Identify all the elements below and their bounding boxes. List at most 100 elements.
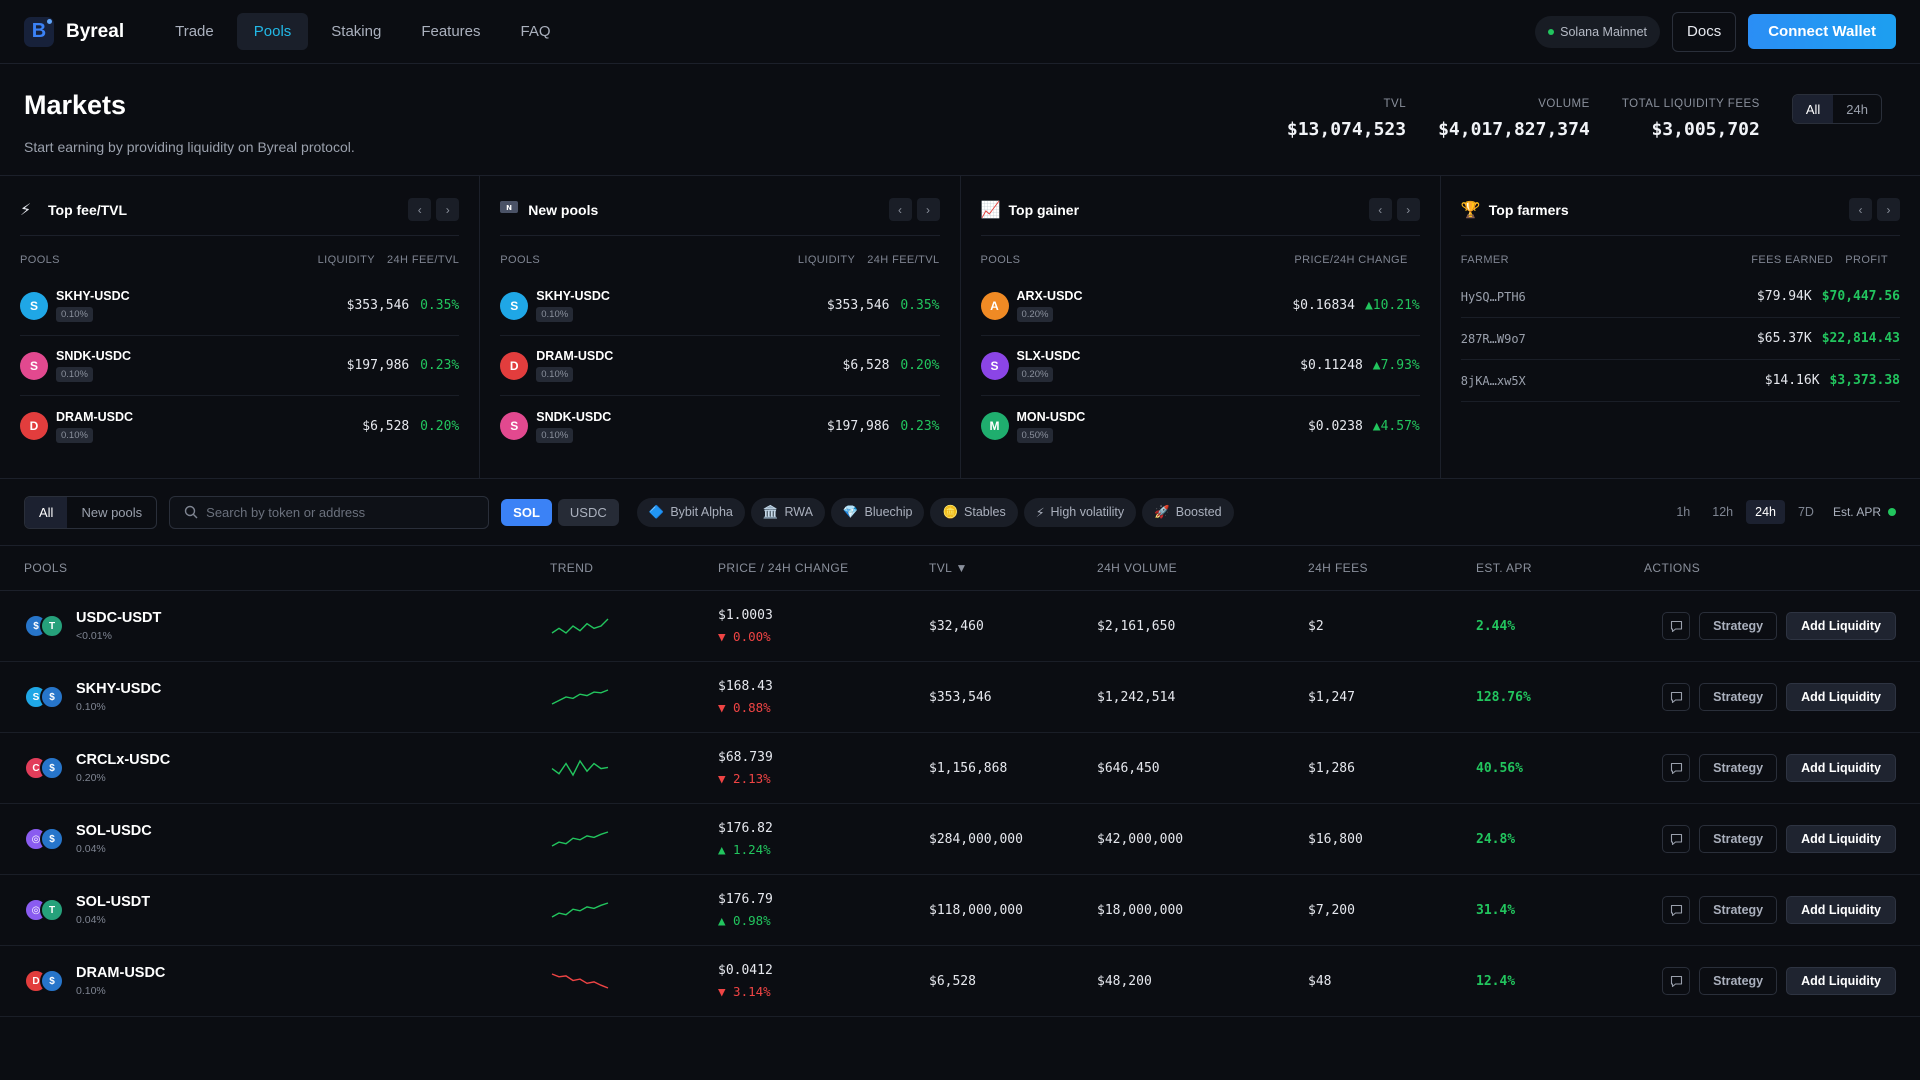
- network-selector[interactable]: Solana Mainnet: [1535, 15, 1661, 48]
- token-icon: S: [20, 291, 48, 320]
- comment-icon[interactable]: [1662, 754, 1691, 782]
- farmer-row[interactable]: HySQ…PTH6 $79.94K $70,447.56: [1460, 276, 1900, 318]
- timeframe-24h[interactable]: 24h: [1746, 500, 1785, 524]
- range-24h[interactable]: 24h: [1846, 101, 1868, 117]
- pool-name: SLX-USDC: [1016, 349, 1081, 363]
- connect-wallet-button[interactable]: Connect Wallet: [1748, 14, 1896, 49]
- strategy-button[interactable]: Strategy: [1699, 896, 1778, 924]
- chevron-right-icon[interactable]: ›: [436, 198, 460, 221]
- pool-name-block: SKHY-USDC 0.10%: [76, 681, 161, 713]
- add-liquidity-button[interactable]: Add Liquidity: [1786, 754, 1896, 782]
- table-row[interactable]: $ T USDC-USDT <0.01% $1.0003 ▼ 0.00% $32,460 $2…: [0, 591, 1920, 662]
- trend-cell: [550, 968, 718, 995]
- list-item[interactable]: A ARX-USDC 0.20% $0.16834 ▲10.21%: [980, 276, 1420, 336]
- category-filter-bluechip[interactable]: 💎 Bluechip: [830, 497, 925, 527]
- strategy-button[interactable]: Strategy: [1699, 754, 1778, 782]
- pool-name[interactable]: SKHY-USDC: [76, 681, 162, 697]
- volume-cell: $18,000,000: [1097, 902, 1184, 918]
- comment-icon[interactable]: [1662, 825, 1691, 853]
- list-item[interactable]: S SKHY-USDC 0.10% $353,546 0.35%: [500, 276, 940, 336]
- pool-name[interactable]: USDC-USDT: [76, 610, 162, 626]
- table-row[interactable]: D $ DRAM-USDC 0.10% $0.0412 ▼ 3.14% $6,528 $48,…: [0, 946, 1920, 1017]
- comment-icon[interactable]: [1662, 896, 1691, 924]
- trend-cell: [550, 613, 718, 640]
- docs-button[interactable]: Docs: [1672, 11, 1737, 52]
- nav-staking[interactable]: Staking: [331, 23, 382, 40]
- strategy-button[interactable]: Strategy: [1699, 612, 1778, 640]
- farmer-row[interactable]: 287R…W9o7 $65.37K $22,814.43: [1460, 318, 1900, 360]
- chevron-left-icon[interactable]: ‹: [1368, 198, 1392, 221]
- table-row[interactable]: C $ CRCLx-USDC 0.20% $68.739 ▼ 2.13% $1,156,86…: [0, 733, 1920, 804]
- category-filter-rwa[interactable]: 🏛️ RWA: [750, 497, 825, 527]
- tvl-cell: $1,156,868: [929, 760, 1008, 776]
- range-all[interactable]: All: [1792, 95, 1834, 123]
- timeframe-12h[interactable]: 12h: [1712, 505, 1734, 519]
- list-item[interactable]: D DRAM-USDC 0.10% $6,528 0.20%: [20, 396, 459, 456]
- category-filter-bybit-alpha[interactable]: 🔷 Bybit Alpha: [636, 497, 745, 527]
- comment-icon[interactable]: [1662, 612, 1691, 640]
- price-change: ▲ 1.24%: [718, 842, 771, 857]
- pool-name: SKHY-USDC: [56, 289, 130, 303]
- col-header-tvl[interactable]: TVL ▼: [929, 561, 968, 575]
- token-filter-sol[interactable]: SOL: [501, 498, 552, 526]
- timeframe-7d[interactable]: 7D: [1797, 505, 1814, 519]
- logo[interactable]: B Byreal: [24, 16, 124, 47]
- category-filter-boosted[interactable]: 🚀 Boosted: [1142, 497, 1234, 527]
- token-filter-usdc[interactable]: USDC: [557, 498, 619, 526]
- pool-name[interactable]: SOL-USDC: [76, 823, 152, 839]
- add-liquidity-button[interactable]: Add Liquidity: [1786, 825, 1896, 853]
- tab-all[interactable]: All: [25, 496, 68, 528]
- strategy-button[interactable]: Strategy: [1699, 683, 1778, 711]
- nav-trade[interactable]: Trade: [175, 23, 214, 40]
- add-liquidity-button[interactable]: Add Liquidity: [1786, 683, 1896, 711]
- comment-icon[interactable]: [1662, 683, 1691, 711]
- row-change: 0.20%: [900, 358, 940, 373]
- list-item[interactable]: S SNDK-USDC 0.10% $197,986 0.23%: [500, 396, 940, 456]
- trend-line: [551, 972, 609, 989]
- tab-new-pools[interactable]: New pools: [81, 504, 143, 520]
- pool-cell: ◎ $ SOL-USDC 0.04%: [24, 823, 550, 855]
- nav-features[interactable]: Features: [421, 23, 481, 40]
- search-input[interactable]: [206, 504, 467, 520]
- list-item[interactable]: S SKHY-USDC 0.10% $353,546 0.35%: [20, 276, 460, 336]
- chevron-left-icon[interactable]: ‹: [408, 198, 432, 221]
- strategy-button[interactable]: Strategy: [1699, 825, 1778, 853]
- list-item[interactable]: S SNDK-USDC 0.10% $197,986 0.23%: [20, 336, 460, 396]
- price-cell: $168.43 ▼ 0.88%: [718, 679, 929, 715]
- add-liquidity-button[interactable]: Add Liquidity: [1786, 612, 1896, 640]
- nav-pools[interactable]: Pools: [236, 13, 309, 50]
- actions-cell: Strategy Add Liquidity: [1644, 896, 1920, 924]
- tvl-cell: $118,000,000: [929, 902, 1023, 918]
- search-box: [169, 495, 490, 529]
- chevron-left-icon[interactable]: ‹: [888, 198, 912, 221]
- stat-tvl: TVL $13,074,523: [1286, 98, 1407, 140]
- trend-sparkline: [551, 972, 609, 989]
- chevron-left-icon[interactable]: ‹: [1849, 198, 1872, 221]
- strategy-button[interactable]: Strategy: [1699, 967, 1778, 995]
- farmer-row[interactable]: 8jKA…xw5X $14.16K $3,373.38: [1460, 360, 1900, 402]
- chevron-right-icon[interactable]: ›: [1396, 198, 1420, 221]
- actions-cell: Strategy Add Liquidity: [1644, 612, 1920, 640]
- est-apr-toggle[interactable]: Est. APR: [1833, 505, 1896, 519]
- nav-faq[interactable]: FAQ: [520, 23, 551, 40]
- table-row[interactable]: ◎ $ SOL-USDC 0.04% $176.82 ▲ 1.24% $284,000,00…: [0, 804, 1920, 875]
- pool-name[interactable]: SOL-USDT: [76, 894, 151, 910]
- add-liquidity-button[interactable]: Add Liquidity: [1786, 896, 1896, 924]
- timeframe-1h[interactable]: 1h: [1676, 505, 1691, 519]
- list-item[interactable]: S SLX-USDC 0.20% $0.11248 ▲7.93%: [980, 336, 1420, 396]
- chevron-right-icon[interactable]: ›: [916, 198, 940, 221]
- category-filter-stables[interactable]: 🪙 Stables: [930, 497, 1018, 527]
- fee-tier-badge: 0.10%: [536, 367, 574, 382]
- list-item[interactable]: M MON-USDC 0.50% $0.0238 ▲4.57%: [980, 396, 1420, 456]
- add-liquidity-button[interactable]: Add Liquidity: [1786, 967, 1896, 995]
- chevron-right-icon[interactable]: ›: [1877, 198, 1900, 221]
- comment-icon[interactable]: [1662, 967, 1691, 995]
- pool-name[interactable]: DRAM-USDC: [76, 965, 166, 981]
- table-row[interactable]: S $ SKHY-USDC 0.10% $168.43 ▼ 0.88% $353,546 $1…: [0, 662, 1920, 733]
- pool-name[interactable]: CRCLx-USDC: [76, 752, 171, 768]
- table-row[interactable]: ◎ T SOL-USDT 0.04% $176.79 ▲ 0.98% $118,000,00…: [0, 875, 1920, 946]
- apr-cell: 31.4%: [1476, 902, 1516, 918]
- category-filter-high-volatility[interactable]: ⚡ High volatility: [1023, 497, 1137, 527]
- apr-cell: 128.76%: [1476, 689, 1531, 705]
- list-item[interactable]: D DRAM-USDC 0.10% $6,528 0.20%: [500, 336, 940, 396]
